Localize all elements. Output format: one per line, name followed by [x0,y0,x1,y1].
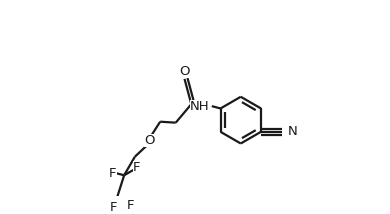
Text: NH: NH [190,100,210,113]
Text: N: N [288,125,298,138]
Text: O: O [179,65,190,78]
Text: O: O [144,134,155,147]
Text: F: F [133,161,140,174]
Text: F: F [127,199,134,212]
Text: F: F [109,167,117,180]
Text: F: F [110,201,118,214]
